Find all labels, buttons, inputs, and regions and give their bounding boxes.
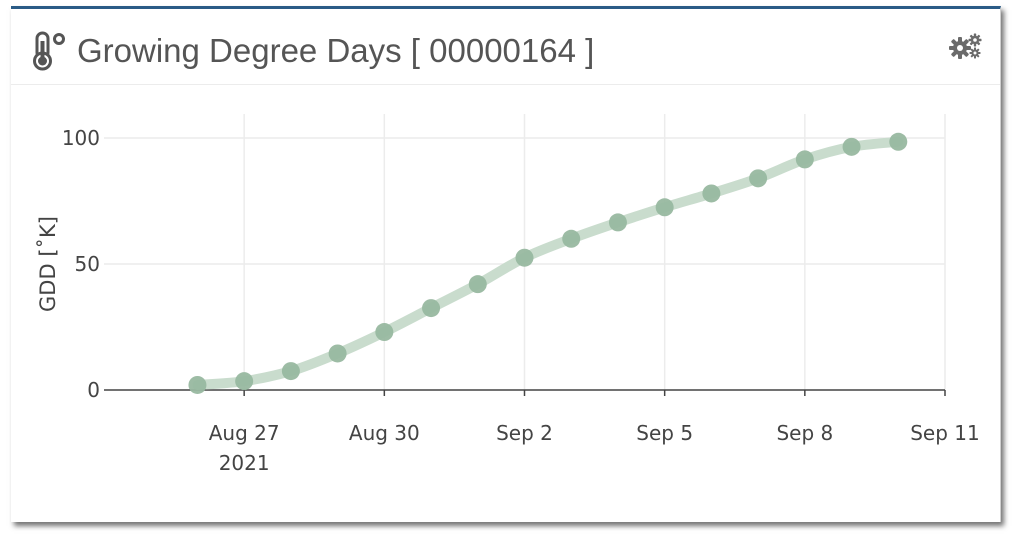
- data-point[interactable]: [515, 248, 534, 267]
- thermometer-degree-icon: [33, 31, 65, 71]
- y-axis-title: GDD [˚K]: [36, 216, 60, 312]
- series-gdd: [188, 132, 908, 394]
- data-point[interactable]: [655, 198, 674, 217]
- data-point[interactable]: [749, 169, 768, 188]
- x-tick-label: Sep 11: [910, 421, 980, 445]
- data-point[interactable]: [562, 229, 581, 248]
- gears-icon[interactable]: [948, 33, 984, 59]
- x-tick-label: Aug 27: [209, 421, 280, 445]
- axes: [104, 389, 946, 396]
- x-tick-label: Sep 2: [496, 421, 553, 445]
- y-tick-label: 50: [75, 252, 100, 276]
- x-tick-year-label: 2021: [219, 451, 270, 475]
- series-line: [192, 136, 904, 390]
- y-tick-label: 100: [62, 126, 100, 150]
- axis-labels: 0 50 100 Aug 27 Aug 30 Sep 2 Sep 5 Sep 8 Sep 11 2…: [36, 126, 980, 475]
- x-tick-label: Aug 30: [349, 421, 420, 445]
- x-tick-label: Sep 5: [636, 421, 693, 445]
- data-point[interactable]: [842, 137, 861, 156]
- x-tick-label: Sep 8: [776, 421, 833, 445]
- data-point[interactable]: [375, 323, 394, 342]
- data-point[interactable]: [328, 344, 347, 363]
- data-point[interactable]: [422, 299, 441, 318]
- panel-title: Growing Degree Days [ 00000164 ]: [77, 32, 595, 69]
- data-point[interactable]: [468, 275, 487, 294]
- data-point[interactable]: [188, 375, 207, 394]
- data-point[interactable]: [795, 150, 814, 169]
- y-tick-label: 0: [87, 378, 100, 402]
- data-point[interactable]: [608, 213, 627, 232]
- data-point[interactable]: [889, 132, 908, 151]
- data-point[interactable]: [281, 362, 300, 381]
- panel-header: Growing Degree Days [ 00000164 ]: [11, 9, 1000, 85]
- data-point[interactable]: [702, 184, 721, 203]
- data-point[interactable]: [235, 372, 254, 391]
